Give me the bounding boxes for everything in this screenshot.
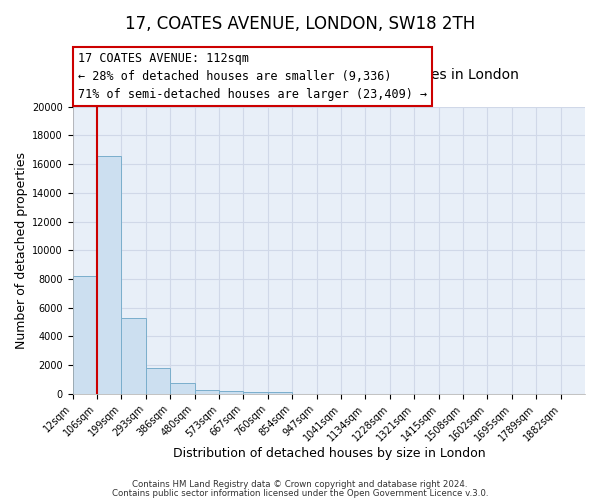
Bar <box>121 318 146 394</box>
Title: Size of property relative to detached houses in London: Size of property relative to detached ho… <box>139 68 519 82</box>
Bar <box>146 368 170 394</box>
Bar <box>73 276 97 394</box>
Bar <box>244 392 268 394</box>
Text: 17, COATES AVENUE, LONDON, SW18 2TH: 17, COATES AVENUE, LONDON, SW18 2TH <box>125 15 475 33</box>
Bar <box>268 392 292 394</box>
Y-axis label: Number of detached properties: Number of detached properties <box>15 152 28 349</box>
Text: Contains public sector information licensed under the Open Government Licence v.: Contains public sector information licen… <box>112 488 488 498</box>
Text: Contains HM Land Registry data © Crown copyright and database right 2024.: Contains HM Land Registry data © Crown c… <box>132 480 468 489</box>
X-axis label: Distribution of detached houses by size in London: Distribution of detached houses by size … <box>173 447 485 460</box>
Bar <box>97 156 121 394</box>
Bar <box>194 390 219 394</box>
Bar <box>170 383 194 394</box>
Bar <box>219 391 244 394</box>
Text: 17 COATES AVENUE: 112sqm
← 28% of detached houses are smaller (9,336)
71% of sem: 17 COATES AVENUE: 112sqm ← 28% of detach… <box>78 52 427 101</box>
